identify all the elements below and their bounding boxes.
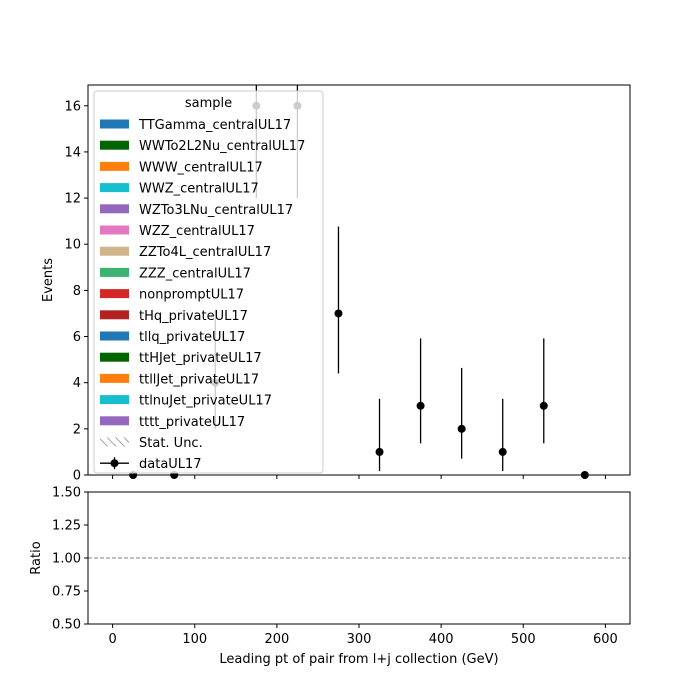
legend-entry: dataUL17 bbox=[100, 457, 202, 472]
legend-swatch bbox=[100, 395, 129, 405]
legend-label: ZZZ_centralUL17 bbox=[139, 266, 251, 281]
legend: sample TTGamma_centralUL17 WWTo2L2Nu_centr… bbox=[93, 90, 324, 474]
legend-entry: tllq_privateUL17 bbox=[100, 330, 245, 345]
x-tick-label: 200 bbox=[264, 632, 289, 647]
legend-swatch bbox=[100, 267, 129, 277]
ratio-y-tick-label: 1.25 bbox=[52, 519, 81, 534]
legend-entry: ttlnuJet_privateUL17 bbox=[100, 394, 272, 409]
y-tick-label: 8 bbox=[73, 284, 81, 299]
y-tick-label: 6 bbox=[73, 330, 81, 345]
x-tick-label: 600 bbox=[593, 632, 618, 647]
data-point bbox=[498, 447, 507, 456]
y-tick-label: 0 bbox=[73, 469, 81, 484]
legend-label: WZZ_centralUL17 bbox=[139, 224, 255, 239]
legend-entry: ttHJet_privateUL17 bbox=[100, 351, 262, 366]
y-tick-label: 10 bbox=[64, 238, 81, 253]
legend-label: nonpromptUL17 bbox=[139, 288, 244, 303]
legend-label: tHq_privateUL17 bbox=[139, 309, 248, 324]
legend-swatch bbox=[100, 161, 129, 171]
x-tick-label: 400 bbox=[429, 632, 454, 647]
legend-swatch bbox=[100, 289, 129, 299]
x-axis-label: Leading pt of pair from l+j collection (… bbox=[219, 652, 498, 667]
ratio-y-tick-label: 1.00 bbox=[52, 552, 81, 567]
ratio-y-tick-label: 1.50 bbox=[52, 486, 81, 501]
legend-swatch bbox=[100, 246, 129, 256]
legend-entry: ZZZ_centralUL17 bbox=[100, 266, 251, 281]
y-axis-label: Events bbox=[41, 258, 56, 302]
legend-entry: Stat. Unc. bbox=[100, 436, 203, 451]
data-point bbox=[416, 401, 425, 410]
legend-entry: WWZ_centralUL17 bbox=[100, 182, 259, 197]
legend-entry: WWTo2L2Nu_centralUL17 bbox=[100, 139, 305, 154]
x-tick-label: 100 bbox=[182, 632, 207, 647]
legend-swatch bbox=[100, 352, 129, 362]
ratio-y-axis-label: Ratio bbox=[29, 541, 44, 574]
legend-swatch bbox=[100, 331, 129, 341]
x-tick-label: 0 bbox=[108, 632, 116, 647]
y-tick-label: 2 bbox=[73, 422, 81, 437]
legend-marker bbox=[110, 459, 119, 468]
legend-box bbox=[93, 90, 324, 474]
y-tick-label: 16 bbox=[64, 99, 81, 114]
legend-swatch bbox=[100, 119, 129, 129]
legend-title: sample bbox=[185, 96, 232, 111]
legend-label: tttt_privateUL17 bbox=[139, 415, 245, 430]
legend-entry: WZTo3LNu_centralUL17 bbox=[100, 203, 293, 218]
legend-label: ttHJet_privateUL17 bbox=[139, 351, 262, 366]
data-point bbox=[375, 447, 384, 456]
legend-swatch bbox=[100, 225, 129, 235]
ratio-y-tick-label: 0.75 bbox=[52, 585, 81, 600]
main-panel: 0 2 4 6 8 10 12 14 16 Events sample TTGamma_centr… bbox=[41, 84, 631, 484]
legend-swatch bbox=[100, 416, 129, 426]
legend-label: TTGamma_centralUL17 bbox=[138, 118, 291, 133]
legend-label: dataUL17 bbox=[139, 457, 202, 472]
legend-entry: ttllJet_privateUL17 bbox=[100, 372, 259, 387]
x-tick-label: 300 bbox=[347, 632, 372, 647]
x-tick-label: 500 bbox=[511, 632, 536, 647]
legend-entry: nonpromptUL17 bbox=[100, 288, 244, 303]
data-point bbox=[334, 309, 343, 318]
y-tick-label: 14 bbox=[64, 145, 81, 160]
ratio-y-tick-label: 0.50 bbox=[52, 618, 81, 633]
y-tick-label: 4 bbox=[73, 376, 81, 391]
legend-entry: tttt_privateUL17 bbox=[100, 415, 245, 430]
y-tick-label: 12 bbox=[64, 192, 81, 207]
legend-swatch bbox=[100, 204, 129, 214]
legend-label: ttlnuJet_privateUL17 bbox=[139, 394, 272, 409]
legend-entry: WWW_centralUL17 bbox=[100, 160, 263, 175]
legend-label: WWTo2L2Nu_centralUL17 bbox=[139, 139, 305, 154]
legend-label: tllq_privateUL17 bbox=[139, 330, 245, 345]
legend-label: ttllJet_privateUL17 bbox=[139, 372, 259, 387]
legend-swatch bbox=[100, 140, 129, 150]
legend-label: WWZ_centralUL17 bbox=[139, 182, 259, 197]
data-point bbox=[457, 424, 466, 433]
legend-label: ZZTo4L_centralUL17 bbox=[139, 245, 271, 260]
data-point bbox=[539, 401, 548, 410]
legend-label: WWW_centralUL17 bbox=[139, 160, 263, 175]
legend-swatch bbox=[100, 310, 129, 320]
ratio-panel: 0.50 0.75 1.00 1.25 1.50 0 100 200 300 400 500 600… bbox=[29, 486, 631, 667]
legend-hatch-swatch bbox=[100, 437, 129, 447]
legend-swatch bbox=[100, 373, 129, 383]
legend-entry: WZZ_centralUL17 bbox=[100, 224, 255, 239]
legend-swatch bbox=[100, 183, 129, 193]
legend-label: Stat. Unc. bbox=[139, 436, 203, 451]
legend-entry: TTGamma_centralUL17 bbox=[100, 118, 291, 133]
legend-entry: ZZTo4L_centralUL17 bbox=[100, 245, 271, 260]
legend-label: WZTo3LNu_centralUL17 bbox=[139, 203, 293, 218]
legend-entry: tHq_privateUL17 bbox=[100, 309, 248, 324]
